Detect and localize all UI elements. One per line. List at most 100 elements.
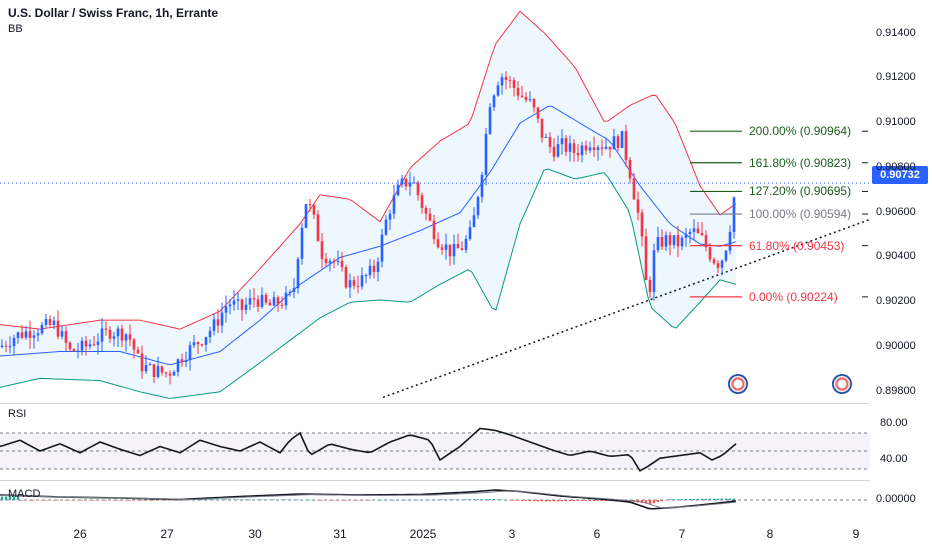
macd-histogram-bar	[520, 500, 524, 501]
macd-histogram-bar	[100, 500, 104, 501]
macd-histogram-bar	[540, 500, 544, 502]
macd-histogram-bar	[144, 500, 148, 501]
macd-histogram-bar	[672, 499, 676, 500]
candle-body	[84, 340, 88, 347]
candle-body	[264, 294, 268, 303]
macd-histogram-bar	[496, 499, 500, 500]
candle-body	[128, 334, 132, 340]
candle-body	[716, 263, 720, 268]
candle-body	[36, 333, 40, 336]
macd-histogram-bar	[356, 500, 360, 501]
macd-histogram-bar	[536, 500, 540, 502]
macd-histogram-bar	[464, 499, 468, 500]
pane-divider[interactable]	[0, 480, 870, 481]
candle-body	[544, 137, 548, 139]
macd-histogram-bar	[220, 499, 224, 500]
candle-body	[324, 258, 328, 264]
macd-histogram-bar	[432, 499, 436, 501]
candle-body	[308, 204, 312, 206]
us-flag-event-icon[interactable]	[832, 374, 852, 394]
macd-histogram-bar	[600, 500, 604, 501]
macd-histogram-bar	[240, 499, 244, 500]
price-axis-label: 0.89800	[876, 384, 916, 397]
price-axis-label: 0.90800	[876, 160, 916, 173]
macd-signal-line	[0, 490, 737, 509]
macd-histogram-bar	[700, 498, 704, 500]
candle-body	[52, 320, 56, 326]
macd-histogram-bar	[48, 500, 52, 501]
macd-histogram-bar	[324, 500, 328, 501]
candle-body	[232, 300, 236, 305]
price-axis-label: 0.91200	[876, 71, 916, 84]
candle-body	[512, 80, 516, 88]
macd-histogram-bar	[648, 500, 652, 505]
candle-body	[116, 328, 120, 337]
macd-histogram-bar	[652, 500, 656, 504]
macd-histogram-bar	[152, 500, 156, 501]
macd-histogram-bar	[184, 500, 188, 501]
macd-histogram-bar	[560, 500, 564, 502]
candle-body	[252, 298, 256, 300]
rsi-pane-label: RSI	[8, 408, 27, 420]
candle-body	[552, 146, 556, 157]
macd-histogram-bar	[504, 499, 508, 501]
candle-body	[620, 130, 624, 148]
macd-histogram-bar	[568, 500, 572, 502]
candle-body	[0, 345, 4, 348]
pane-divider[interactable]	[0, 403, 870, 404]
candle-body	[632, 178, 636, 200]
macd-histogram-bar	[380, 499, 384, 501]
macd-histogram-bar	[80, 500, 84, 501]
macd-histogram-bar	[168, 500, 172, 501]
time-axis-label: 26	[73, 527, 87, 541]
macd-histogram-bar	[640, 500, 644, 503]
candle-body	[656, 236, 660, 251]
macd-histogram-bar	[592, 500, 596, 501]
macd-histogram-bar	[20, 500, 24, 501]
rsi-axis-label: 80.00	[880, 417, 908, 429]
candle-body	[560, 138, 564, 145]
candle-body	[276, 297, 280, 305]
candle-body	[212, 319, 216, 331]
candle-body	[4, 345, 8, 347]
macd-histogram-bar	[104, 500, 108, 501]
candle-body	[260, 294, 264, 307]
macd-histogram-bar	[72, 500, 76, 501]
macd-histogram-bar	[456, 499, 460, 500]
candle-body	[20, 332, 24, 338]
bb-lower-band	[0, 168, 737, 399]
macd-histogram-bar	[552, 500, 556, 502]
candle-body	[204, 337, 208, 345]
candle-body	[136, 349, 140, 354]
candle-body	[668, 235, 672, 245]
candle-body	[92, 344, 96, 346]
candle-body	[328, 260, 332, 264]
fib-level-label: 161.80% (0.90823)	[749, 155, 852, 170]
candle-body	[176, 359, 180, 372]
candle-body	[316, 214, 320, 242]
time-axis-label: 7	[678, 527, 686, 541]
candle-body	[480, 174, 484, 197]
macd-histogram-bar	[332, 500, 336, 501]
macd-histogram-bar	[52, 500, 56, 501]
candle-body	[256, 299, 260, 307]
candle-body	[728, 231, 732, 251]
candle-body	[100, 328, 104, 342]
macd-histogram-bar	[420, 499, 424, 501]
macd-histogram-bar	[108, 500, 112, 501]
candle-body	[684, 234, 688, 238]
candle-body	[368, 265, 372, 276]
macd-histogram-bar	[280, 499, 284, 500]
candle-body	[440, 247, 444, 250]
candle-body	[356, 285, 360, 287]
candle-body	[224, 306, 228, 313]
macd-histogram-bar	[16, 496, 20, 500]
candle-body	[712, 259, 716, 264]
macd-histogram-bar	[208, 499, 212, 500]
candle-body	[268, 302, 272, 306]
macd-histogram-bar	[480, 499, 484, 500]
candle-body	[660, 236, 664, 247]
us-flag-event-icon[interactable]	[728, 374, 748, 394]
